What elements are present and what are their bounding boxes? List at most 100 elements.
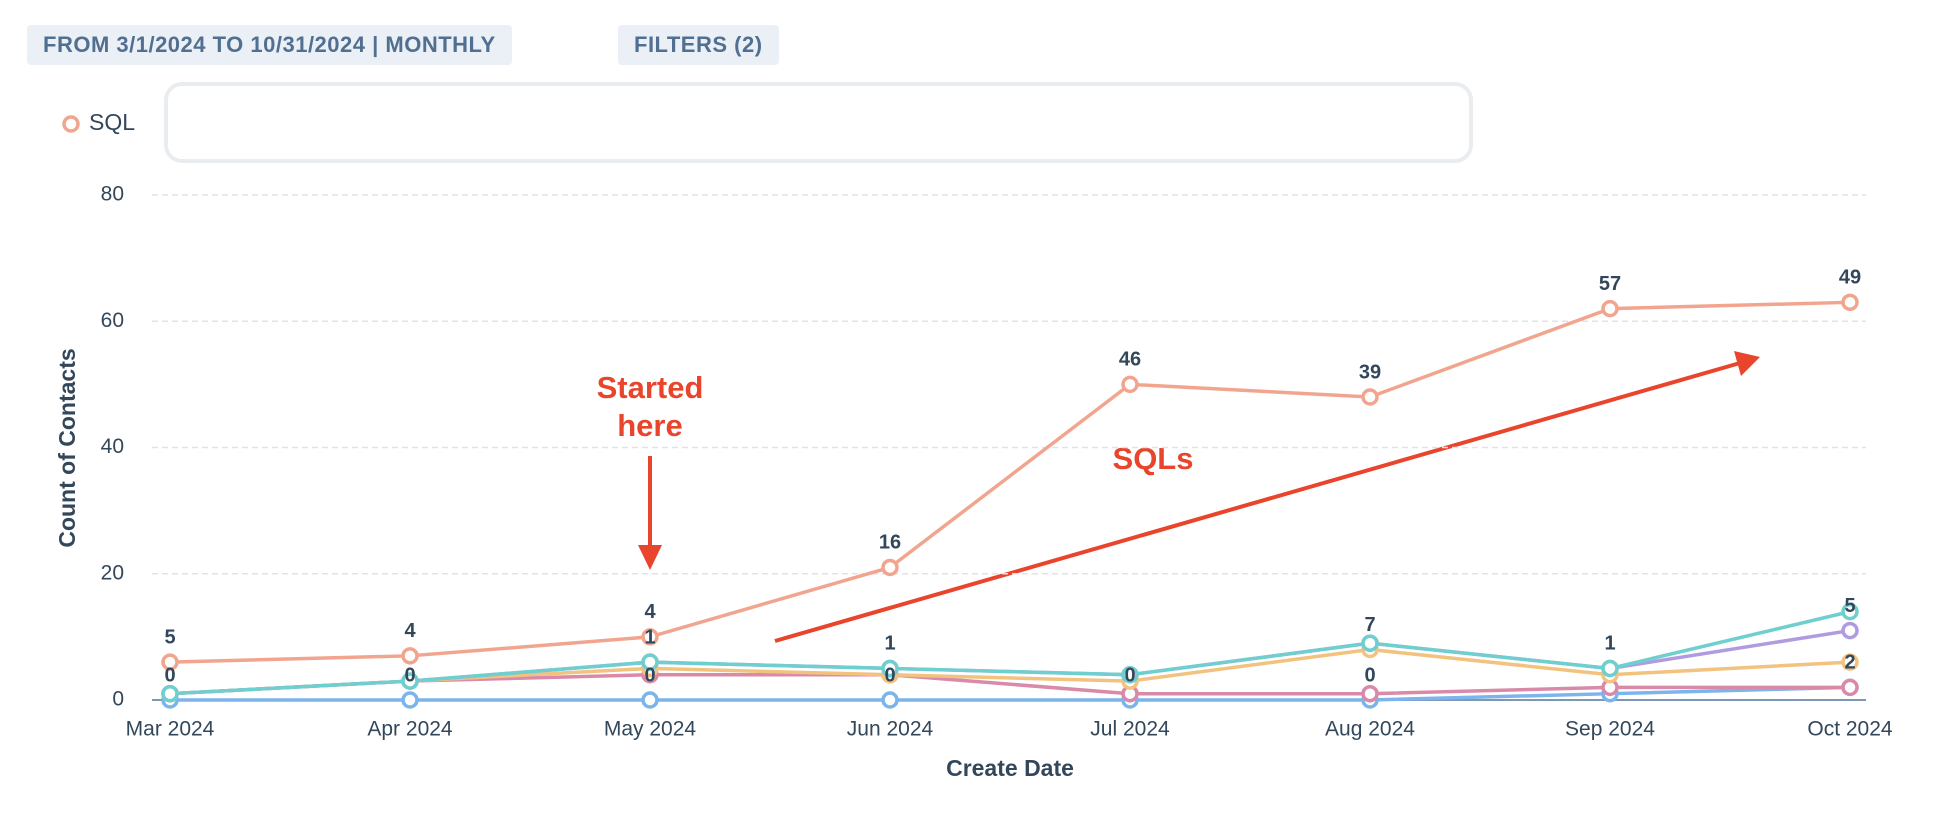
series-line [169,609,1851,696]
data-point [641,691,659,709]
search-box [164,82,1473,163]
data-point [161,684,179,703]
date-range-chip[interactable]: FROM 3/1/2024 TO 10/31/2024 | MONTHLY [27,25,512,65]
y-tick-label: 0 [112,688,124,711]
data-label: 1 [884,633,895,655]
data-point [1361,691,1379,709]
legend-marker [62,115,80,133]
x-tick-label: Mar 2024 [126,718,215,741]
data-point [1361,634,1379,652]
x-tick-label: Oct 2024 [1807,718,1893,741]
data-label: 46 [1119,349,1141,371]
filters-chip[interactable]: FILTERS (2) [618,25,779,65]
annotation-arrow-head [638,545,662,570]
series-line [170,685,1851,702]
data-point [641,653,659,671]
data-point [641,653,659,671]
data-point [401,691,419,709]
series-line [169,647,1851,696]
data-point [641,666,659,684]
data-point [401,672,419,690]
data-point [401,672,419,690]
data-point [1361,684,1379,703]
data-point [881,659,899,678]
data-label: 5 [164,626,175,648]
data-label: 0 [1364,664,1375,686]
data-point [1841,678,1859,697]
annotation-arrow [774,361,1741,643]
data-point [1121,375,1139,394]
data-point [881,666,899,684]
data-point [1361,640,1379,659]
data-point [1841,293,1859,312]
series-line [169,300,1851,664]
legend-label: SQL [89,109,135,135]
data-point [1601,666,1619,684]
data-point [881,691,899,709]
data-point [401,672,419,690]
data-label: 4 [404,620,416,642]
data-point [1121,672,1139,690]
data-point [161,653,179,671]
data-point [161,684,179,703]
y-tick-label: 60 [101,309,124,332]
x-tick-label: May 2024 [604,718,697,741]
data-point [161,684,179,703]
data-point [1121,684,1139,703]
data-point [1841,678,1859,697]
data-label: 0 [644,664,655,686]
x-tick-label: Jul 2024 [1090,718,1170,741]
data-label: 16 [879,532,901,554]
y-tick-label: 20 [101,561,124,584]
data-label: 57 [1599,273,1621,295]
data-label: 5 [1844,595,1855,617]
y-axis-title: Count of Contacts [54,348,80,547]
data-label: 0 [884,664,895,686]
data-point [881,659,899,678]
x-tick-label: Sep 2024 [1565,718,1655,741]
series-line [169,628,1851,696]
annotation: here [617,408,682,443]
data-label: 0 [404,664,415,686]
data-label: 4 [644,601,656,623]
x-tick-label: Aug 2024 [1325,718,1415,741]
data-point [1601,678,1619,697]
data-point [1841,653,1859,671]
data-point [1841,602,1859,621]
data-point [1601,659,1619,678]
data-point [881,558,899,577]
y-tick-label: 40 [101,435,124,458]
data-label: 7 [1364,614,1375,636]
data-point [641,659,659,678]
annotation: Started [597,370,704,405]
data-label: 1 [644,626,655,648]
data-point [161,691,179,709]
data-point [1121,666,1139,684]
data-point [641,628,659,646]
annotation-arrow-head [1734,351,1760,376]
data-label: 1 [1604,633,1615,655]
data-point [1841,621,1859,640]
data-point [1121,691,1139,709]
data-label: 0 [1124,664,1135,686]
data-point [401,647,419,665]
data-point [1361,634,1379,652]
data-point [1121,666,1139,684]
series-line [169,673,1850,696]
y-tick-label: 80 [101,183,124,206]
data-label: 0 [164,664,175,686]
x-tick-label: Apr 2024 [367,718,453,741]
data-point [1601,299,1619,318]
x-axis-title: Create Date [946,755,1074,781]
data-label: 49 [1839,267,1861,289]
data-point [161,684,179,703]
data-point [881,666,899,684]
data-point [1601,659,1619,678]
data-point [1601,684,1619,703]
data-label: 2 [1844,652,1855,674]
data-point [401,672,419,690]
data-label: 39 [1359,361,1381,383]
data-point [1361,388,1379,406]
